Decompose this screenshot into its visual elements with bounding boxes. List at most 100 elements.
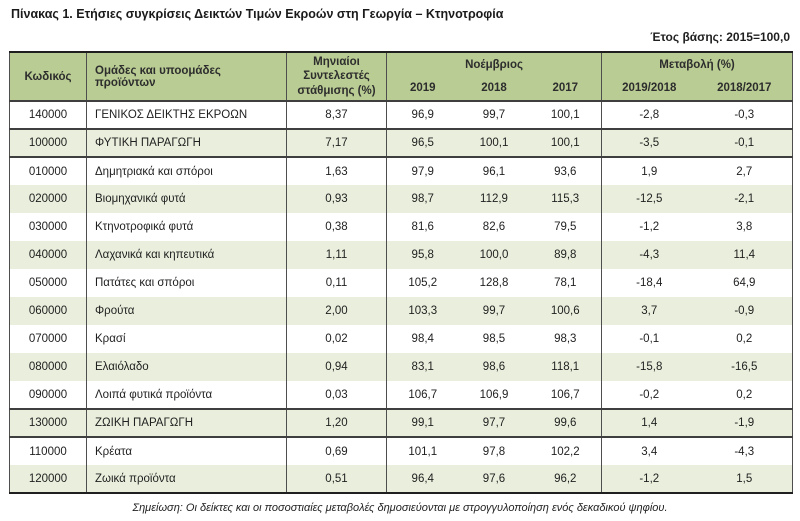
cell-index-2017: 100,6 bbox=[529, 297, 603, 326]
cell-change-2019-2018: -18,4 bbox=[636, 277, 663, 290]
cell-product-name: Φρούτα bbox=[86, 297, 287, 326]
cell-weight: 0,93 bbox=[286, 185, 387, 214]
cell-index-2017: 102,2 bbox=[529, 437, 603, 466]
table-row-aggregate: 100000 ΦΥΤΙΚΗ ΠΑΡΑΓΩΓΗ 7,17 96,5 100,1 100,1 -… bbox=[9, 129, 793, 158]
cell-change-2018-2017: -0,9 bbox=[734, 305, 755, 318]
cell-index-2019: 99,1 bbox=[411, 417, 434, 430]
cell-index-2017: 89,8 bbox=[529, 241, 603, 270]
cell-index-2019: 105,2 bbox=[408, 277, 438, 290]
cell-index-2019: 81,6 bbox=[411, 221, 434, 234]
table-row: 090000 Λοιπά φυτικά προϊόντα 0,03 106,7 106,… bbox=[9, 381, 793, 410]
cell-product-name: Ζωικά προϊόντα bbox=[86, 465, 287, 494]
cell-change-2019-2018: -3,5 bbox=[639, 137, 660, 150]
cell-index-2018: 100,1 bbox=[479, 137, 509, 150]
cell-index-2017: 100,1 bbox=[529, 129, 603, 158]
table-row: 080000 Ελαιόλαδο 0,94 83,1 98,6 118,1 -15,8 -16… bbox=[9, 353, 793, 382]
cell-index-2019: 83,1 bbox=[411, 361, 434, 374]
cell-index-2019: 95,8 bbox=[411, 249, 434, 262]
table-row: 030000 Κτηνοτροφικά φυτά 0,38 81,6 82,6 79,5 -… bbox=[9, 213, 793, 242]
header-change-2018-2017: 2018/2017 bbox=[696, 77, 793, 102]
cell-change-2019-2018: -4,3 bbox=[639, 249, 660, 262]
cell-change-2019-2018: 1,4 bbox=[641, 417, 658, 430]
cell-code: 100000 bbox=[9, 129, 87, 158]
cell-change-2018-2017: 2,7 bbox=[736, 165, 753, 178]
cell-weight: 0,11 bbox=[286, 269, 387, 298]
cell-product-name: Κρέατα bbox=[86, 437, 287, 466]
cell-index-2018: 128,8 bbox=[479, 277, 509, 290]
header-year-2019: 2019 bbox=[386, 77, 459, 102]
cell-product-name: Κτηνοτροφικά φυτά bbox=[86, 213, 287, 242]
cell-code: 020000 bbox=[9, 185, 87, 214]
table-row: 040000 Λαχανικά και κηπευτικά 1,11 95,8 100,… bbox=[9, 241, 793, 270]
cell-index-2018: 97,6 bbox=[482, 472, 506, 485]
cell-product-name: Ελαιόλαδο bbox=[86, 353, 287, 382]
cell-code: 030000 bbox=[9, 213, 87, 242]
cell-code: 060000 bbox=[9, 297, 87, 326]
cell-change-2018-2017: 1,5 bbox=[736, 472, 753, 485]
table-row: 010000 Δημητριακά και σπόροι 1,63 97,9 96,1 9… bbox=[9, 157, 793, 186]
cell-change-2018-2017: 0,2 bbox=[736, 388, 753, 401]
cell-change-2018-2017: 11,4 bbox=[733, 249, 756, 262]
cell-weight: 0,51 bbox=[286, 465, 387, 494]
cell-index-2017: 79,5 bbox=[529, 213, 603, 242]
cell-weight: 0,02 bbox=[286, 325, 387, 354]
cell-index-2018: 106,9 bbox=[479, 388, 509, 401]
header-change-group: Μεταβολή (%) bbox=[601, 52, 793, 78]
cell-code: 080000 bbox=[9, 353, 87, 382]
cell-code: 070000 bbox=[9, 325, 87, 354]
cell-index-2017: 106,7 bbox=[529, 381, 603, 410]
cell-index-2017: 100,1 bbox=[529, 101, 603, 130]
cell-product-name: Κρασί bbox=[86, 325, 287, 354]
cell-product-name: Δημητριακά και σπόροι bbox=[86, 157, 287, 186]
header-year-2018: 2018 bbox=[458, 77, 530, 102]
cell-change-2019-2018: -12,5 bbox=[636, 193, 663, 206]
cell-weight: 7,17 bbox=[286, 129, 387, 158]
cell-weight: 1,20 bbox=[286, 409, 387, 438]
cell-code: 040000 bbox=[9, 241, 87, 270]
cell-change-2018-2017: -16,5 bbox=[731, 361, 758, 374]
cell-code: 050000 bbox=[9, 269, 87, 298]
cell-weight: 8,37 bbox=[286, 101, 387, 130]
cell-index-2017: 118,1 bbox=[529, 353, 603, 382]
table-row: 120000 Ζωικά προϊόντα 0,51 96,4 97,6 96,2 -1,2… bbox=[9, 465, 793, 494]
cell-index-2019: 96,9 bbox=[411, 109, 434, 122]
header-year-2017: 2017 bbox=[529, 77, 603, 102]
cell-index-2017: 96,2 bbox=[529, 465, 603, 494]
cell-change-2018-2017: -2,1 bbox=[734, 193, 755, 206]
table-row-aggregate: 140000 ΓΕΝΙΚΟΣ ΔΕΙΚΤΗΣ ΕΚΡΟΩΝ 8,37 96,9 99,7… bbox=[9, 101, 793, 130]
cell-change-2019-2018: 3,4 bbox=[641, 445, 658, 458]
cell-product-name: Λαχανικά και κηπευτικά bbox=[86, 241, 287, 270]
cell-change-2019-2018: -2,8 bbox=[639, 109, 660, 122]
cell-product-name: ΓΕΝΙΚΟΣ ΔΕΙΚΤΗΣ ΕΚΡΟΩΝ bbox=[86, 101, 287, 130]
table-row: 060000 Φρούτα 2,00 103,3 99,7 100,6 3,7 -0,9 bbox=[9, 297, 793, 326]
cell-change-2018-2017: -0,1 bbox=[734, 137, 755, 150]
cell-index-2019: 98,4 bbox=[411, 333, 434, 346]
cell-code: 120000 bbox=[9, 465, 87, 494]
cell-change-2018-2017: 3,8 bbox=[736, 221, 753, 234]
table-row: 020000 Βιομηχανικά φυτά 0,93 98,7 112,9 115,3… bbox=[9, 185, 793, 214]
cell-index-2018: 98,5 bbox=[482, 333, 506, 346]
table-row: 050000 Πατάτες και σπόροι 0,11 105,2 128,8 78… bbox=[9, 269, 793, 298]
header-code: Κωδικός bbox=[9, 52, 87, 102]
table-row: 070000 Κρασί 0,02 98,4 98,5 98,3 -0,1 0,2 bbox=[9, 325, 793, 354]
cell-index-2019: 98,7 bbox=[411, 193, 434, 206]
cell-index-2019: 96,5 bbox=[411, 137, 434, 150]
cell-index-2019: 103,3 bbox=[408, 305, 438, 318]
cell-index-2019: 106,7 bbox=[408, 388, 438, 401]
cell-weight: 0,03 bbox=[286, 381, 387, 410]
cell-weight: 0,94 bbox=[286, 353, 387, 382]
cell-weight: 0,38 bbox=[286, 213, 387, 242]
cell-change-2019-2018: -0,1 bbox=[639, 333, 660, 346]
cell-product-name: Λοιπά φυτικά προϊόντα bbox=[86, 381, 287, 410]
cell-change-2018-2017: -0,3 bbox=[734, 109, 755, 122]
cell-code: 110000 bbox=[9, 437, 87, 466]
cell-product-name: Πατάτες και σπόροι bbox=[86, 269, 287, 298]
cell-code: 130000 bbox=[9, 409, 87, 438]
header-weights: Μηνιαίοι Συντελεστές στάθμισης (%) bbox=[286, 52, 387, 102]
cell-weight: 1,63 bbox=[286, 157, 387, 186]
cell-change-2019-2018: 1,9 bbox=[641, 165, 658, 178]
base-year-label: Έτος βάσης: 2015=100,0 bbox=[650, 30, 790, 44]
cell-weight: 1,11 bbox=[286, 241, 387, 270]
cell-product-name: ΖΩΙΚΗ ΠΑΡΑΓΩΓΗ bbox=[86, 409, 287, 438]
table-row-aggregate: 130000 ΖΩΙΚΗ ΠΑΡΑΓΩΓΗ 1,20 99,1 97,7 99,6 1,4 -… bbox=[9, 409, 793, 438]
